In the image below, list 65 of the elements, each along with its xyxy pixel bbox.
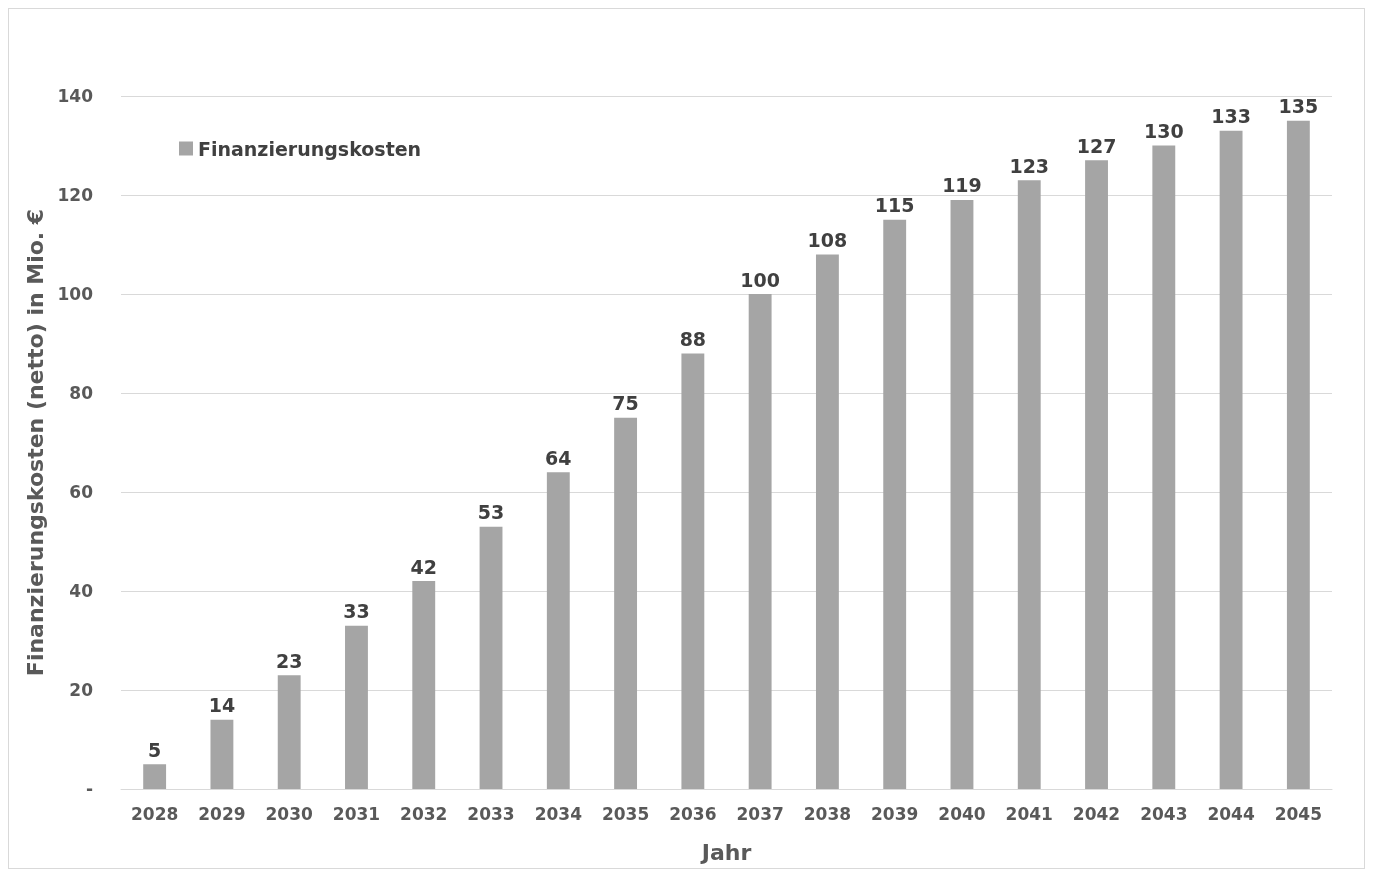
x-tick-label: 2030 xyxy=(265,803,314,824)
x-tick-label: 2032 xyxy=(400,803,448,824)
bar xyxy=(1219,130,1243,789)
data-label: 88 xyxy=(679,327,707,350)
data-label: 64 xyxy=(545,446,572,469)
data-label: 127 xyxy=(1076,134,1117,157)
x-tick-label: 2034 xyxy=(534,803,583,824)
x-tick-label: 2038 xyxy=(803,803,852,824)
data-label: 75 xyxy=(612,392,639,415)
y-axis-title: Finanzierungskosten (netto) in Mio. € xyxy=(22,208,48,677)
bar xyxy=(681,353,705,789)
data-label: 133 xyxy=(1211,105,1251,128)
data-label: 135 xyxy=(1278,95,1319,118)
bar xyxy=(143,764,167,789)
bar xyxy=(748,294,772,789)
bar xyxy=(1286,120,1310,789)
bar xyxy=(815,254,839,789)
bar xyxy=(546,472,570,789)
x-tick-label: 2028 xyxy=(130,803,179,824)
y-tick-label: 140 xyxy=(57,86,94,106)
y-tick-label: 120 xyxy=(57,185,94,205)
data-label: 119 xyxy=(942,174,982,197)
data-label: 14 xyxy=(208,694,236,717)
data-label: 42 xyxy=(410,555,437,578)
bar xyxy=(950,199,974,789)
data-label: 5 xyxy=(148,738,162,761)
y-tick-label: 80 xyxy=(69,383,94,403)
x-tick-label: 2029 xyxy=(198,803,246,824)
x-tick-label: 2044 xyxy=(1207,803,1255,824)
x-tick-label: 2035 xyxy=(601,803,650,824)
x-tick-label: 2037 xyxy=(736,803,784,824)
data-label: 53 xyxy=(477,501,505,524)
data-label: 33 xyxy=(343,600,370,623)
data-label: 108 xyxy=(807,228,848,251)
bar xyxy=(412,581,436,789)
x-tick-label: 2041 xyxy=(1005,803,1053,824)
bar xyxy=(345,625,368,789)
x-tick-label: 2031 xyxy=(332,803,381,824)
data-label: 100 xyxy=(740,268,780,291)
bar xyxy=(1017,180,1041,789)
y-tick-label: 40 xyxy=(69,581,94,601)
bar xyxy=(883,219,907,789)
y-tick-label: 20 xyxy=(69,680,94,700)
data-label: 115 xyxy=(874,194,915,217)
legend-label: Finanzierungskosten xyxy=(198,137,422,160)
bar xyxy=(210,719,234,789)
data-label: 130 xyxy=(1143,120,1184,142)
x-tick-label: 2045 xyxy=(1274,803,1323,824)
y-tick-label: 60 xyxy=(69,482,94,502)
x-tick-label: 2033 xyxy=(467,803,515,824)
x-tick-label: 2040 xyxy=(938,803,986,824)
x-tick-label: 2042 xyxy=(1072,803,1121,824)
x-tick-label: 2043 xyxy=(1140,803,1188,824)
bar xyxy=(614,417,638,789)
bar xyxy=(1152,145,1176,789)
data-label: 123 xyxy=(1009,154,1050,177)
bar xyxy=(1085,160,1108,789)
x-axis-title: Jahr xyxy=(699,839,752,865)
x-tick-label: 2036 xyxy=(669,803,717,824)
y-tick-label: 100 xyxy=(57,284,94,304)
bar xyxy=(479,526,503,789)
data-label: 23 xyxy=(275,649,303,672)
y-tick-label: - xyxy=(85,779,93,799)
x-tick-label: 2039 xyxy=(871,803,919,824)
bar xyxy=(277,675,301,789)
